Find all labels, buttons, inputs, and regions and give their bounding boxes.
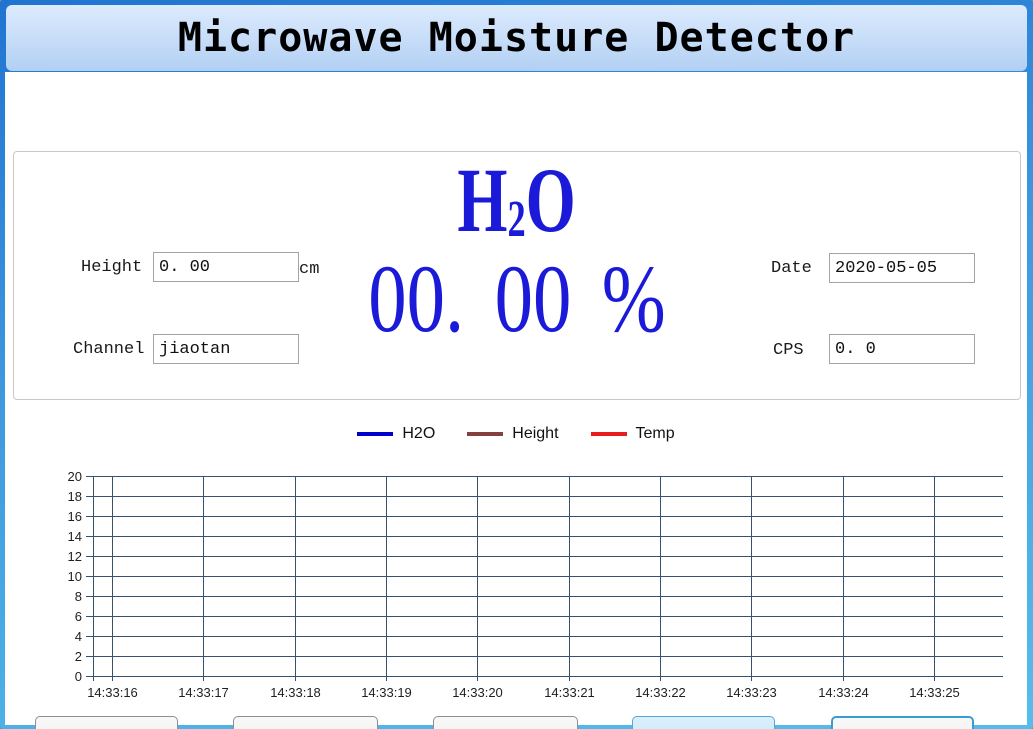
cps-label: CPS <box>773 341 804 360</box>
y-tick-label: 20 <box>68 469 82 484</box>
height-unit-label: cm <box>299 260 320 279</box>
y-tick-label: 12 <box>68 549 82 564</box>
x-tick-label: 14:33:20 <box>452 685 503 700</box>
temp-line-swatch <box>590 432 627 436</box>
legend-label-height: Height <box>512 425 559 442</box>
h2o-button[interactable]: H2O <box>35 716 178 729</box>
x-tick-label: 14:33:18 <box>270 685 321 700</box>
y-tick-label: 6 <box>75 609 82 624</box>
x-tick-label: 14:33:16 <box>87 685 138 700</box>
measurement-panel: Height cm Channel Date CPS H2O 00. 00 % <box>13 151 1021 400</box>
x-tick-label: 14:33:21 <box>544 685 595 700</box>
y-tick-label: 8 <box>75 589 82 604</box>
moisture-reading: 00. 00 % <box>368 245 666 352</box>
setting-button[interactable]: Setting <box>233 716 378 729</box>
x-tick-label: 14:33:17 <box>178 685 229 700</box>
y-tick-label: 0 <box>75 669 82 684</box>
x-tick-label: 14:33:25 <box>909 685 960 700</box>
window-title: Microwave Moisture Detector <box>177 15 856 61</box>
exit-button[interactable]: Exit <box>831 716 974 729</box>
x-tick-label: 14:33:22 <box>635 685 686 700</box>
legend-item-height: Height <box>467 425 559 443</box>
title-bar: Microwave Moisture Detector <box>6 5 1027 71</box>
legend-item-temp: Temp <box>590 425 675 443</box>
legend-label-temp: Temp <box>635 425 675 442</box>
y-tick-label: 14 <box>68 529 82 544</box>
data-model-button[interactable]: Data Model <box>632 716 775 729</box>
x-tick-label: 14:33:23 <box>726 685 777 700</box>
channel-field[interactable] <box>153 334 299 364</box>
x-tick-label: 14:33:19 <box>361 685 412 700</box>
y-tick-label: 10 <box>68 569 82 584</box>
date-field[interactable] <box>829 253 975 283</box>
cps-field[interactable] <box>829 334 975 364</box>
height-line-swatch <box>467 432 504 436</box>
height-field[interactable] <box>153 252 299 282</box>
legend-label-h2o: H2O <box>402 425 436 442</box>
subscript-2: 2 <box>507 191 527 249</box>
y-tick-label: 2 <box>75 649 82 664</box>
channel-label: Channel <box>73 340 145 359</box>
y-tick-label: 16 <box>68 509 82 524</box>
chart-legend: H2O Height Temp <box>5 422 1027 446</box>
h2o-formula: H2O <box>457 149 577 251</box>
h2o-line-swatch <box>357 432 394 436</box>
height-label: Height <box>81 258 143 277</box>
y-tick-label: 18 <box>68 489 82 504</box>
legend-item-h2o: H2O <box>357 425 435 443</box>
y-tick-label: 4 <box>75 629 82 644</box>
date-label: Date <box>771 259 812 278</box>
window-content: Height cm Channel Date CPS H2O 00. 00 % … <box>5 72 1027 729</box>
trend-chart: 0 2 4 6 8 10 12 14 16 18 20 14:33:16 14:33:17 14:33:1… <box>68 469 1003 700</box>
x-tick-label: 14:33:24 <box>818 685 869 700</box>
samping-button[interactable]: Samping <box>433 716 578 729</box>
